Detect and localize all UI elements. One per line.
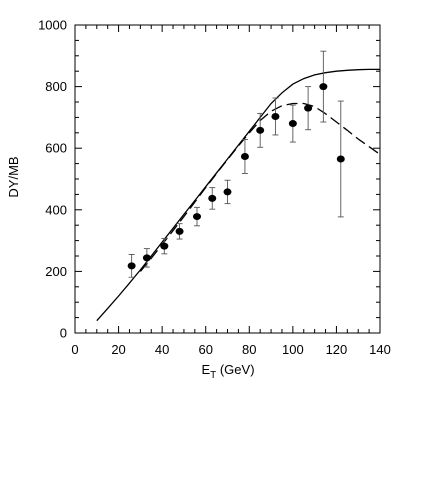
axis-ticks: 0 20 40 60 80 100 120 140 0 200 400 600 800 1000	[38, 18, 391, 358]
data-point	[256, 126, 265, 134]
x-tick-label: 0	[71, 342, 78, 357]
y-tick-label: 800	[45, 79, 67, 94]
x-tick-label: 120	[326, 342, 348, 357]
data-point	[175, 227, 184, 235]
y-tick-label: 1000	[38, 18, 67, 33]
x-tick-label: 100	[282, 342, 304, 357]
data-points	[127, 50, 345, 278]
data-point	[193, 213, 201, 221]
x-tick-label: 60	[198, 342, 212, 357]
y-tick-label: 200	[45, 264, 67, 279]
data-point	[208, 194, 217, 202]
x-tick-label: 40	[155, 342, 169, 357]
x-axis-title-main: E	[201, 362, 210, 377]
x-axis-title-subscript: T	[210, 370, 216, 381]
data-point	[240, 153, 249, 161]
solid-curve	[96, 68, 380, 322]
x-tick-label: 140	[369, 342, 391, 357]
y-tick-label: 400	[45, 202, 67, 217]
x-axis-title: ET (GeV)	[201, 362, 254, 381]
y-tick-label: 600	[45, 141, 67, 156]
data-point	[223, 188, 232, 196]
data-point	[271, 112, 280, 120]
y-axis-title: DY/MB	[6, 156, 21, 197]
data-point	[160, 242, 169, 250]
data-point	[142, 254, 151, 262]
data-point	[304, 104, 313, 112]
x-axis-title-unit: (GeV)	[216, 362, 254, 377]
x-tick-label: 20	[111, 342, 125, 357]
data-point	[288, 120, 297, 128]
y-tick-label: 0	[60, 326, 67, 341]
x-tick-label: 80	[242, 342, 256, 357]
curves	[96, 68, 381, 322]
data-point	[127, 262, 136, 270]
data-point	[319, 83, 328, 91]
data-point	[336, 155, 345, 163]
